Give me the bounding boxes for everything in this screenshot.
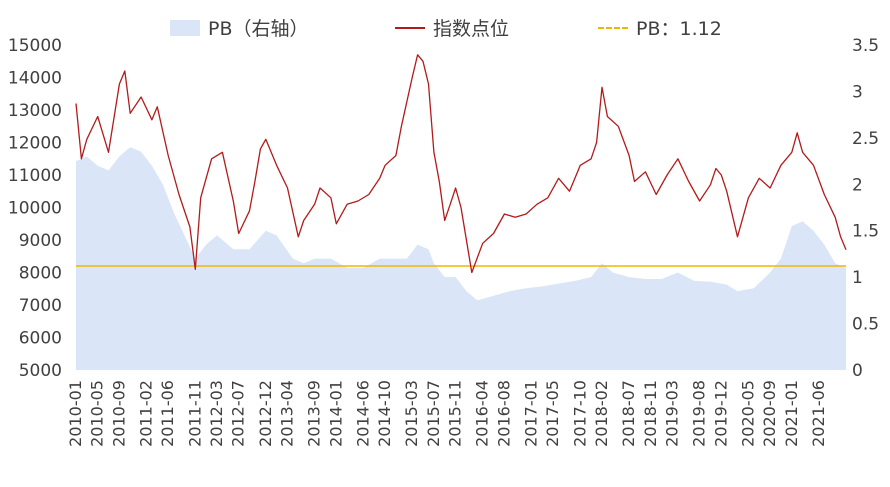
right-tick-label: 1.5 [852, 222, 879, 242]
x-tick-label: 2016-08 [494, 380, 513, 447]
right-tick-label: 3 [852, 82, 863, 102]
x-tick-label: 2010-05 [88, 380, 107, 447]
index-line-layer [75, 54, 847, 274]
x-tick-label: 2012-07 [229, 380, 248, 447]
left-tick-label: 15000 [8, 36, 62, 56]
legend-swatch-pb [170, 19, 200, 36]
legend-swatch-index [395, 26, 425, 29]
x-tick-label: 2015-03 [402, 380, 421, 447]
right-tick-label: 0 [852, 361, 863, 381]
x-tick-label: 2012-12 [256, 380, 275, 447]
x-tick-label: 2018-07 [619, 380, 638, 447]
left-tick-label: 7000 [19, 296, 62, 316]
left-tick-label: 10000 [8, 199, 62, 219]
right-tick-label: 2 [852, 175, 863, 195]
x-tick-label: 2010-09 [109, 380, 128, 447]
legend-label-reference: PB：1.12 [636, 18, 722, 40]
index-line [75, 54, 847, 274]
pb-area [76, 147, 846, 370]
x-tick-label: 2019-08 [690, 380, 709, 447]
x-tick-label: 2014-06 [353, 380, 372, 447]
x-tick-label: 2018-02 [592, 380, 611, 447]
x-tick-label: 2011-02 [137, 380, 156, 447]
x-tick-label: 2012-03 [207, 380, 226, 447]
left-tick-label: 9000 [19, 231, 62, 251]
x-tick-label: 2015-11 [446, 380, 465, 447]
x-tick-label: 2019-03 [663, 380, 682, 447]
left-tick-label: 13000 [8, 101, 62, 121]
x-tick-label: 2017-10 [570, 380, 589, 447]
x-tick-label: 2015-07 [424, 380, 443, 447]
legend: PB（右轴） 指数点位 PB：1.12 [0, 14, 890, 42]
x-tick-label: 2016-04 [473, 380, 492, 447]
left-tick-label: 14000 [8, 69, 62, 89]
legend-label-index: 指数点位 [433, 18, 510, 40]
x-tick-label: 2014-10 [375, 380, 394, 447]
x-tick-label: 2013-09 [305, 380, 324, 447]
x-tick-label: 2014-01 [326, 380, 345, 447]
x-tick-label: 2020-05 [738, 380, 757, 447]
right-tick-label: 3.5 [852, 36, 879, 56]
left-tick-label: 12000 [8, 134, 62, 154]
x-tick-label: 2021-01 [782, 380, 801, 447]
left-tick-label: 5000 [19, 361, 62, 381]
right-tick-label: 2.5 [852, 129, 879, 149]
x-tick-label: 2017-01 [522, 380, 541, 447]
legend-label-pb: PB（右轴） [208, 18, 309, 40]
right-tick-label: 0.5 [852, 315, 879, 335]
x-tick-label: 2018-11 [641, 380, 660, 447]
legend-item-reference: PB：1.12 [598, 14, 722, 41]
right-tick-label: 1 [852, 268, 863, 288]
x-tick-label: 2011-06 [158, 380, 177, 447]
x-tick-label: 2013-04 [278, 380, 297, 447]
x-tick-label: 2011-11 [185, 380, 204, 447]
right-axis: 0 0.5 1 1.5 2 2.5 3 3.5 [852, 36, 879, 381]
legend-swatch-reference [598, 26, 628, 29]
left-tick-label: 11000 [8, 166, 62, 186]
left-tick-label: 6000 [19, 329, 62, 349]
x-tick-label: 2021-06 [809, 380, 828, 447]
x-tick-label: 2017-05 [543, 380, 562, 447]
x-tick-label: 2010-01 [66, 380, 85, 447]
x-tick-label: 2019-12 [711, 380, 730, 447]
left-tick-label: 8000 [19, 264, 62, 284]
x-tick-label: 2020-09 [760, 380, 779, 447]
pb-area-layer [76, 147, 846, 370]
left-axis: 5000 6000 7000 8000 9000 10000 11000 12000 13000… [8, 36, 62, 381]
legend-item-pb: PB（右轴） [170, 14, 309, 41]
legend-item-index: 指数点位 [395, 14, 509, 41]
x-axis: 2010-01 2010-05 2010-09 2011-02 2011-06 2011-… [66, 380, 828, 447]
